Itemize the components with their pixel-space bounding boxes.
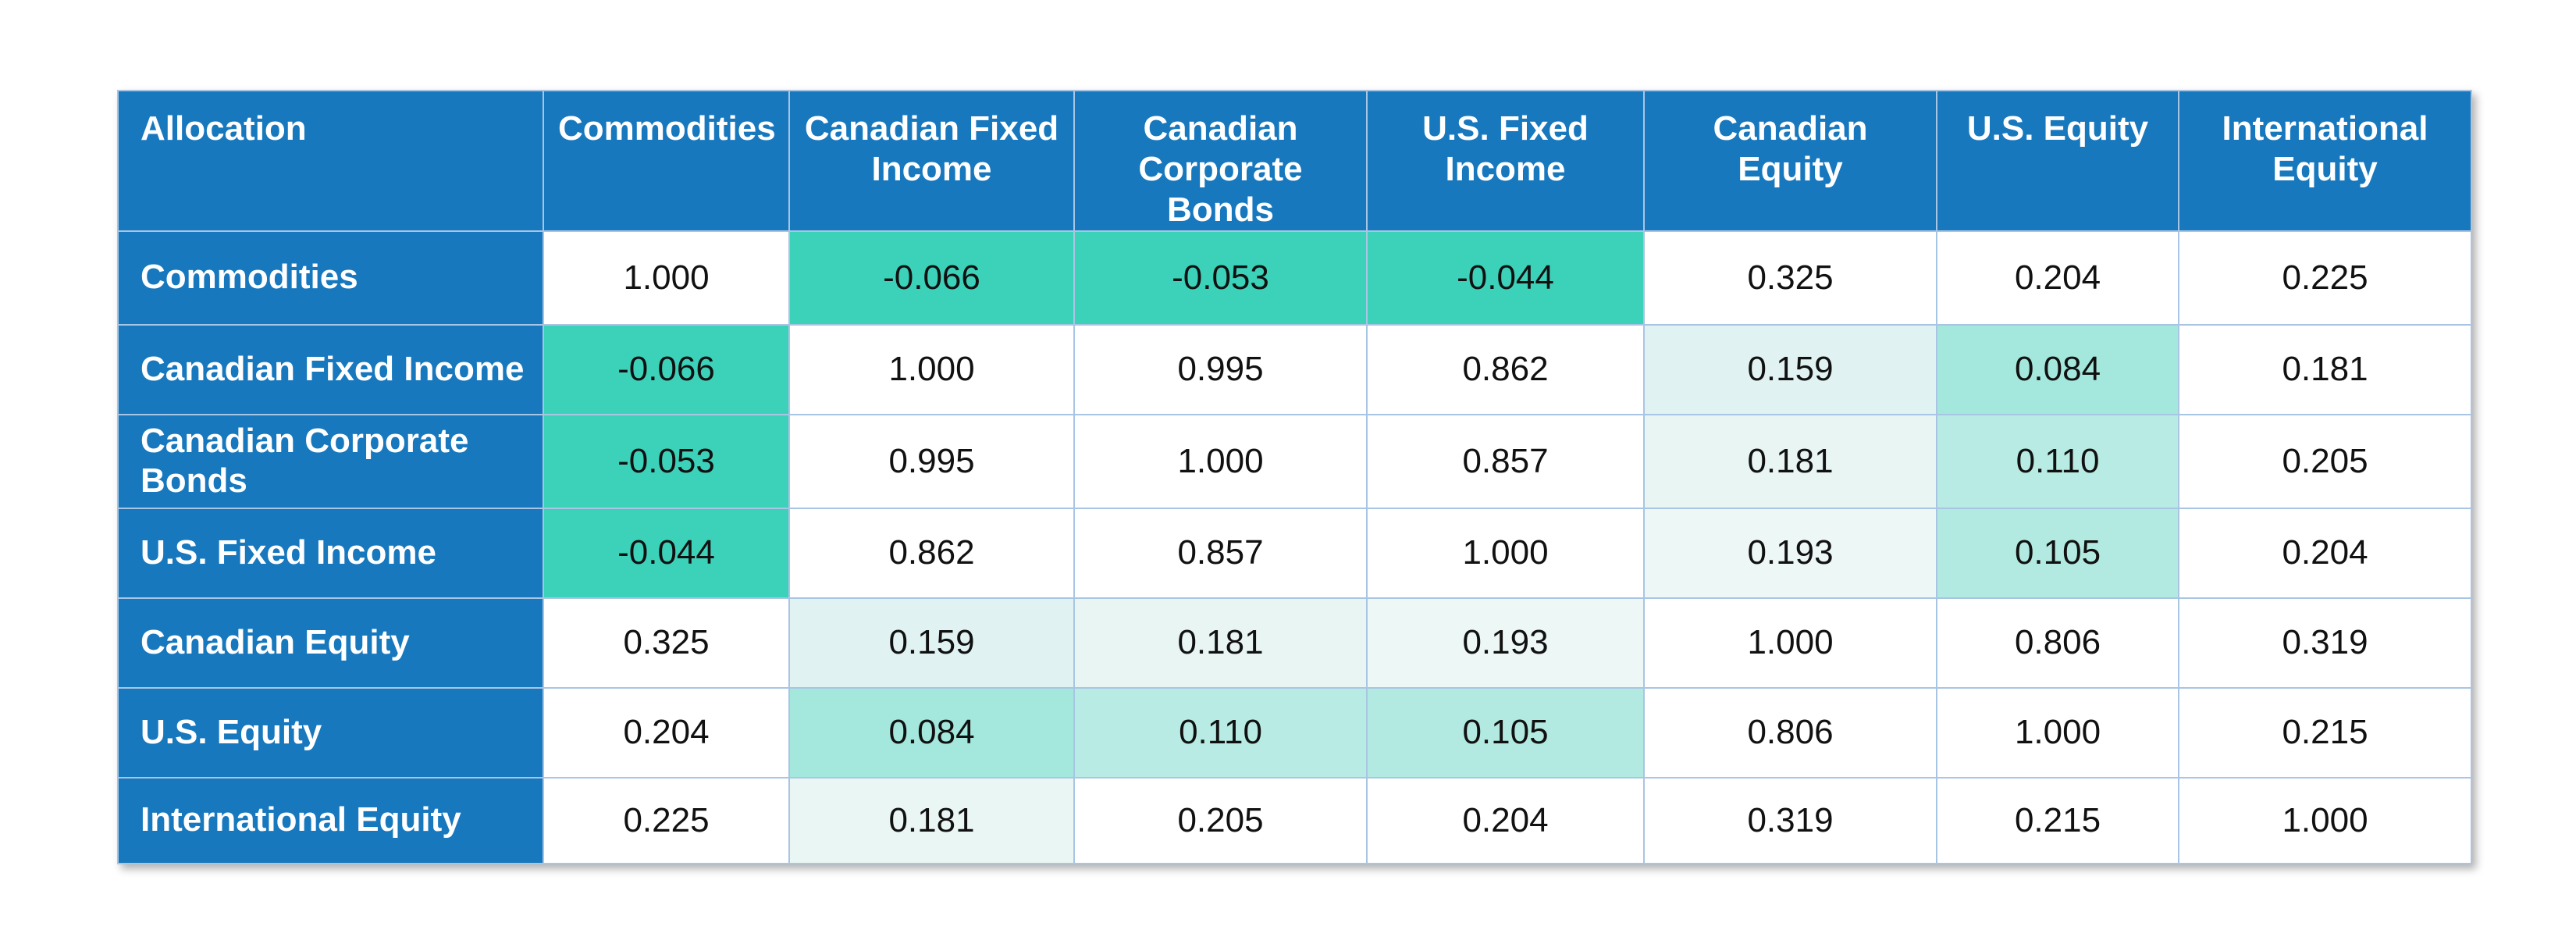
column-header-4: U.S. Fixed Income — [1366, 90, 1645, 232]
matrix-cell-r7-c5: 0.319 — [1643, 776, 1937, 864]
matrix-cell-r1-c1: 1.000 — [543, 230, 790, 326]
matrix-cell-r6-c2: 0.084 — [788, 686, 1075, 778]
matrix-cell-r5-c4: 0.193 — [1366, 597, 1645, 689]
matrix-cell-r3-c3: 1.000 — [1073, 413, 1368, 509]
row-label-1: Commodities — [117, 230, 544, 326]
matrix-body: Commodities 1.000 -0.066 -0.053 -0.044 0.325 0… — [117, 230, 2472, 864]
matrix-cell-r5-c1: 0.325 — [543, 597, 790, 689]
matrix-cell-r7-c2: 0.181 — [788, 776, 1075, 864]
matrix-cell-r6-c1: 0.204 — [543, 686, 790, 778]
table-row-2: Canadian Fixed Income -0.066 1.000 0.995 0.8… — [117, 323, 2472, 415]
matrix-cell-r5-c3: 0.181 — [1073, 597, 1368, 689]
matrix-cell-r4-c4: 1.000 — [1366, 507, 1645, 599]
matrix-cell-r6-c4: 0.105 — [1366, 686, 1645, 778]
table-row-6: U.S. Equity 0.204 0.084 0.110 0.105 0.806 1.00… — [117, 686, 2472, 778]
matrix-cell-r3-c2: 0.995 — [788, 413, 1075, 509]
matrix-cell-r2-c4: 0.862 — [1366, 323, 1645, 415]
matrix-cell-r4-c2: 0.862 — [788, 507, 1075, 599]
matrix-cell-r5-c6: 0.806 — [1936, 597, 2179, 689]
table-row-3: Canadian Corporate Bonds -0.053 0.995 1.000… — [117, 413, 2472, 509]
matrix-cell-r7-c7: 1.000 — [2178, 776, 2472, 864]
matrix-cell-r2-c3: 0.995 — [1073, 323, 1368, 415]
matrix-cell-r2-c1: -0.066 — [543, 323, 790, 415]
matrix-cell-r7-c1: 0.225 — [543, 776, 790, 864]
matrix-cell-r5-c5: 1.000 — [1643, 597, 1937, 689]
row-label-3: Canadian Corporate Bonds — [117, 413, 544, 509]
row-label-7: International Equity — [117, 776, 544, 864]
column-header-1: Commodities — [543, 90, 790, 232]
correlation-matrix-table: Allocation Commodities Canadian Fixed Inc… — [117, 90, 2472, 864]
matrix-cell-r1-c7: 0.225 — [2178, 230, 2472, 326]
matrix-cell-r3-c5: 0.181 — [1643, 413, 1937, 509]
matrix-cell-r2-c2: 1.000 — [788, 323, 1075, 415]
matrix-cell-r1-c2: -0.066 — [788, 230, 1075, 326]
matrix-cell-r7-c3: 0.205 — [1073, 776, 1368, 864]
matrix-cell-r6-c6: 1.000 — [1936, 686, 2179, 778]
header-row: Allocation Commodities Canadian Fixed Inc… — [117, 90, 2472, 232]
matrix-cell-r6-c3: 0.110 — [1073, 686, 1368, 778]
matrix-cell-r5-c7: 0.319 — [2178, 597, 2472, 689]
matrix-cell-r1-c4: -0.044 — [1366, 230, 1645, 326]
matrix-cell-r2-c5: 0.159 — [1643, 323, 1937, 415]
matrix-cell-r4-c3: 0.857 — [1073, 507, 1368, 599]
matrix-cell-r4-c5: 0.193 — [1643, 507, 1937, 599]
matrix-cell-r2-c7: 0.181 — [2178, 323, 2472, 415]
matrix-cell-r4-c6: 0.105 — [1936, 507, 2179, 599]
matrix-cell-r1-c6: 0.204 — [1936, 230, 2179, 326]
matrix-cell-r1-c5: 0.325 — [1643, 230, 1937, 326]
matrix-cell-r3-c6: 0.110 — [1936, 413, 2179, 509]
row-label-2: Canadian Fixed Income — [117, 323, 544, 415]
matrix-cell-r7-c4: 0.204 — [1366, 776, 1645, 864]
matrix-cell-r6-c7: 0.215 — [2178, 686, 2472, 778]
table-row-1: Commodities 1.000 -0.066 -0.053 -0.044 0.325 0… — [117, 230, 2472, 326]
matrix-cell-r6-c5: 0.806 — [1643, 686, 1937, 778]
matrix-cell-r3-c7: 0.205 — [2178, 413, 2472, 509]
table-row-4: U.S. Fixed Income -0.044 0.862 0.857 1.000 0.… — [117, 507, 2472, 599]
matrix-cell-r2-c6: 0.084 — [1936, 323, 2179, 415]
matrix-cell-r3-c4: 0.857 — [1366, 413, 1645, 509]
matrix-cell-r5-c2: 0.159 — [788, 597, 1075, 689]
column-header-5: Canadian Equity — [1643, 90, 1937, 232]
column-header-3: Canadian Corporate Bonds — [1073, 90, 1368, 232]
row-label-6: U.S. Equity — [117, 686, 544, 778]
matrix-cell-r3-c1: -0.053 — [543, 413, 790, 509]
column-header-2: Canadian Fixed Income — [788, 90, 1075, 232]
column-header-7: International Equity — [2178, 90, 2472, 232]
matrix-cell-r7-c6: 0.215 — [1936, 776, 2179, 864]
row-label-5: Canadian Equity — [117, 597, 544, 689]
corner-header-allocation: Allocation — [117, 90, 544, 232]
row-label-4: U.S. Fixed Income — [117, 507, 544, 599]
column-header-6: U.S. Equity — [1936, 90, 2179, 232]
matrix-cell-r4-c1: -0.044 — [543, 507, 790, 599]
matrix-cell-r1-c3: -0.053 — [1073, 230, 1368, 326]
table-row-7: International Equity 0.225 0.181 0.205 0.204… — [117, 776, 2472, 864]
matrix-cell-r4-c7: 0.204 — [2178, 507, 2472, 599]
table-row-5: Canadian Equity 0.325 0.159 0.181 0.193 1.000… — [117, 597, 2472, 689]
